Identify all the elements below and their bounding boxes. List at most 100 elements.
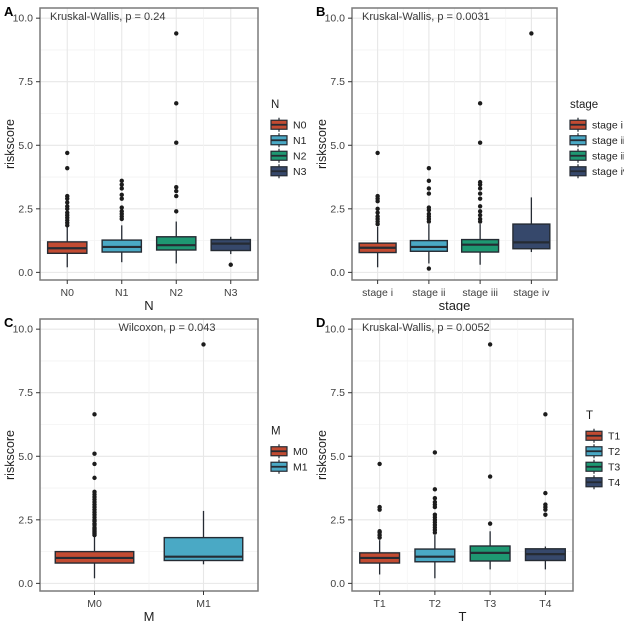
x-tick-label: N2 <box>170 287 184 299</box>
stat-annotation: Kruskal-Wallis, p = 0.24 <box>50 11 165 23</box>
outlier-point <box>201 342 206 347</box>
x-tick-label: T4 <box>539 598 551 610</box>
outlier-point <box>65 165 70 171</box>
outlier-point <box>65 193 70 199</box>
legend-label: T3 <box>608 461 620 473</box>
x-tick-label: M1 <box>196 598 211 610</box>
outlier-point <box>375 193 380 199</box>
outlier-point <box>432 450 438 455</box>
box-stage i <box>358 150 397 268</box>
outlier-point <box>426 205 432 210</box>
outlier-point <box>174 188 179 194</box>
outlier-point <box>377 504 382 510</box>
stat-annotation: Wilcoxon, p = 0.043 <box>119 322 216 334</box>
outlier-point <box>65 150 70 156</box>
outlier-point <box>426 165 432 171</box>
legend: T T1 T2 T3 T4 <box>585 410 620 490</box>
outlier-point <box>174 31 179 36</box>
outlier-point <box>174 101 179 106</box>
x-tick-label: stage iii <box>462 287 498 299</box>
iqr-box <box>512 223 551 250</box>
outlier-point <box>174 185 179 190</box>
outlier-point <box>543 490 548 496</box>
y-tick-label: 0.0 <box>330 267 345 279</box>
y-axis-title: riskscore <box>315 430 329 480</box>
outliers-N0 <box>65 150 70 228</box>
y-axis-title: riskscore <box>315 119 329 169</box>
box-stage iii <box>460 101 500 265</box>
legend-item-N2: N2 <box>270 148 307 163</box>
y-tick-label: 2.5 <box>330 514 345 526</box>
outliers-T2 <box>432 450 438 535</box>
y-tick-label: 5.0 <box>330 451 345 463</box>
legend: stage stage i stage ii stage iii stage iv <box>569 99 624 179</box>
box-N2 <box>155 31 197 264</box>
legend-label: T4 <box>608 477 620 489</box>
outliers-N1 <box>119 178 124 222</box>
y-tick-label: 10.0 <box>325 13 346 25</box>
outlier-point <box>92 461 97 467</box>
iqr-box <box>163 536 244 562</box>
box-N3 <box>210 236 252 267</box>
outlier-point <box>477 140 483 145</box>
outlier-point <box>432 512 438 517</box>
box-N1 <box>101 178 143 263</box>
legend-label: N3 <box>293 166 307 178</box>
box-T4 <box>524 412 566 570</box>
legend-item-stage iii: stage iii <box>569 148 624 163</box>
outlier-point <box>487 474 493 479</box>
gridlines <box>40 319 258 591</box>
legend-item-M0: M0 <box>270 444 308 459</box>
outlier-point <box>119 205 124 210</box>
panel-border <box>39 7 259 281</box>
outlier-point <box>477 209 483 214</box>
box-T2 <box>414 450 456 579</box>
outlier-point <box>119 192 124 198</box>
outlier-point <box>477 216 483 222</box>
x-tick-label: stage i <box>362 287 393 299</box>
outlier-point <box>477 191 483 196</box>
outliers-T3 <box>487 342 493 526</box>
outlier-point <box>375 150 380 156</box>
outlier-point <box>65 210 70 215</box>
iqr-box <box>210 238 252 252</box>
outlier-point <box>477 186 483 191</box>
x-axis-title: stage <box>439 298 471 311</box>
y-tick-label: 2.5 <box>18 514 33 526</box>
outlier-point <box>426 178 432 184</box>
outlier-point <box>477 101 483 106</box>
panel-B-chart: B 0.0 2.5 5.0 7.5 10.0 stage i stage ii stage ii… <box>315 4 624 311</box>
y-axis-title: riskscore <box>3 430 17 480</box>
x-tick-label: M0 <box>87 598 102 610</box>
panel-letter: B <box>316 4 325 19</box>
legend-label: M0 <box>293 446 308 458</box>
outlier-point <box>477 204 483 209</box>
legend-label: T2 <box>608 446 620 458</box>
y-tick-label: 5.0 <box>18 451 33 463</box>
y-tick-label: 10.0 <box>325 324 346 336</box>
outlier-point <box>432 499 438 505</box>
y-tick-label: 7.5 <box>330 387 345 399</box>
outlier-point <box>543 502 548 507</box>
panel-border <box>351 7 558 281</box>
outlier-point <box>432 487 438 492</box>
outlier-point <box>477 179 483 185</box>
legend-label: N1 <box>293 135 307 147</box>
box-M0 <box>54 412 135 579</box>
legend-title: T <box>586 410 593 422</box>
outliers-stage iii <box>477 101 483 224</box>
x-axis-title: M <box>144 609 155 622</box>
outliers-stage ii <box>426 165 432 271</box>
y-tick-label: 10.0 <box>13 13 34 25</box>
box-N0 <box>46 150 88 268</box>
outliers-N2 <box>174 31 179 214</box>
y-axis-title: riskscore <box>3 119 17 169</box>
legend-item-stage i: stage i <box>569 117 623 132</box>
iqr-box <box>414 548 456 563</box>
